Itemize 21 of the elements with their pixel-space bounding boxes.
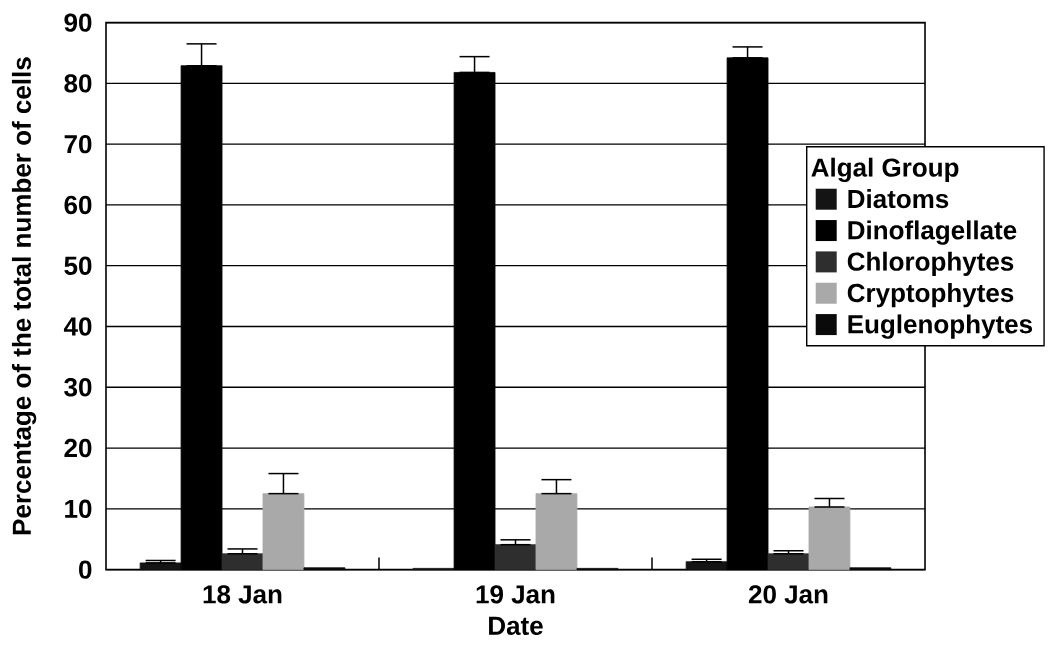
y-tick-label: 10 <box>65 499 92 519</box>
y-tick-label: 30 <box>64 378 92 397</box>
legend-label: Diatoms <box>848 189 949 209</box>
legend-label: Chlorophytes <box>847 251 1014 276</box>
y-tick-label: 70 <box>64 134 92 154</box>
legend-label: Euglenophytes <box>848 314 1033 339</box>
y-tick-label: 50 <box>64 256 92 275</box>
legend-label: Dinoflagellate <box>848 220 1017 245</box>
y-axis-title: Percentage of the total number of cells <box>11 57 37 535</box>
legend-title: Algal Group <box>811 157 959 183</box>
y-tick-label: 20 <box>64 438 92 458</box>
y-tick-label: 60 <box>64 195 92 215</box>
x-axis-title: Date <box>489 616 543 636</box>
x-tick-label: 18 Jan <box>203 585 282 604</box>
x-tick-label: 20 Jan <box>748 585 828 604</box>
x-tick-label: 19 Jan <box>476 585 555 604</box>
y-tick-label: 90 <box>64 13 92 32</box>
y-tick-label: 80 <box>64 74 92 93</box>
legend-label: Cryptophytes <box>847 283 1014 308</box>
y-tick-label: 40 <box>63 317 92 336</box>
y-tick-label: 0 <box>79 560 92 579</box>
